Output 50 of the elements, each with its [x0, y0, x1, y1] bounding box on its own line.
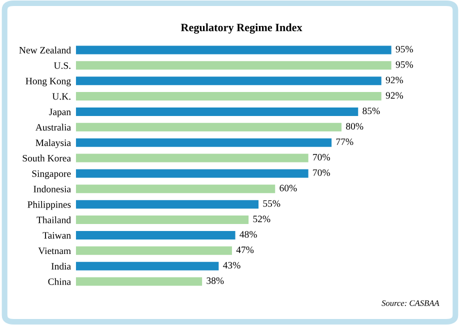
bar: [76, 107, 358, 116]
data-label: 95%: [396, 46, 413, 52]
y-tick-label: Thailand: [36, 216, 71, 224]
y-tick-label: Indonesia: [34, 186, 71, 192]
y-tick-label: India: [51, 262, 71, 270]
data-label: 77%: [336, 138, 354, 146]
data-label: 60%: [280, 184, 297, 192]
y-tick-label: Hong Kong: [26, 78, 71, 86]
data-label: 92%: [386, 76, 404, 84]
bar: [76, 138, 332, 147]
bar: [76, 61, 392, 70]
data-label: 55%: [263, 200, 280, 207]
y-tick-label: Japan: [49, 108, 71, 118]
bar: [76, 154, 308, 162]
bar: [76, 184, 276, 194]
data-label: 38%: [206, 277, 224, 284]
bar: [76, 76, 382, 86]
y-tick-label: China: [48, 278, 71, 285]
y-tick-label: Taiwan: [42, 232, 71, 239]
data-label: 52%: [253, 216, 270, 222]
data-label: 85%: [362, 108, 380, 114]
y-tick-label: Singapore: [32, 170, 71, 179]
source-note: Source: CASBAA: [382, 300, 440, 306]
data-label: 80%: [346, 123, 364, 130]
data-label: 43%: [223, 262, 240, 269]
data-label: 95%: [396, 61, 413, 68]
y-tick-label: U.K.: [52, 93, 70, 100]
bar: [76, 277, 202, 286]
bar: [76, 216, 249, 224]
chart-title: Regulatory Regime Index: [180, 23, 302, 34]
y-tick-label: New Zealand: [19, 46, 71, 54]
data-label: 48%: [240, 231, 257, 238]
y-tick-label: Vietnam: [38, 248, 71, 254]
y-tick-label: U.S.: [54, 62, 70, 69]
y-tick-label: South Korea: [22, 154, 71, 162]
data-label: 47%: [236, 246, 254, 254]
bar: [76, 262, 219, 270]
bar: [76, 46, 392, 54]
data-label: 70%: [313, 169, 330, 176]
y-tick-label: Australia: [35, 124, 71, 131]
y-tick-label: Malaysia: [36, 139, 71, 148]
bar: [76, 246, 232, 255]
data-label: 70%: [313, 154, 330, 160]
bar: [76, 169, 308, 178]
bar: [76, 230, 236, 240]
data-label: 92%: [386, 92, 404, 99]
bar: [76, 200, 259, 209]
bar: [76, 92, 382, 101]
y-tick-label: Philippines: [28, 200, 71, 210]
bar: [76, 122, 342, 132]
